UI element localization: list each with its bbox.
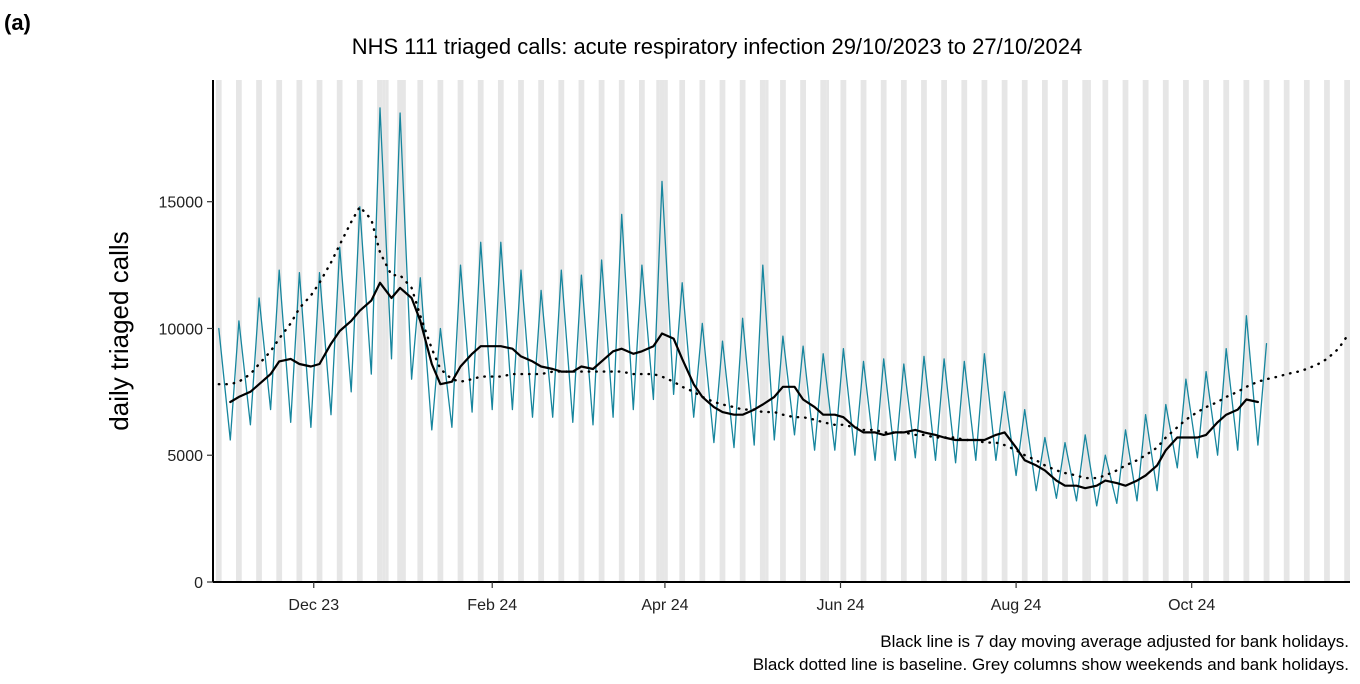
shaded-column — [941, 80, 948, 582]
panel-label: (a) — [4, 10, 31, 35]
y-tick-label: 5000 — [167, 448, 203, 465]
shaded-column — [800, 80, 806, 582]
footnote: Black line is 7 day moving average adjus… — [880, 632, 1349, 651]
chart-title: NHS 111 triaged calls: acute respiratory… — [352, 34, 1083, 59]
shaded-column — [316, 80, 323, 582]
shaded-column — [860, 80, 867, 582]
shaded-column — [1082, 80, 1089, 582]
shaded-column — [618, 80, 625, 582]
x-tick-label: Feb 24 — [467, 597, 517, 614]
shaded-column — [1263, 80, 1270, 582]
shaded-column — [759, 80, 766, 582]
line-layer — [217, 107, 1349, 507]
shaded-column — [1303, 80, 1310, 582]
shaded-column — [518, 80, 524, 582]
footnote: Black dotted line is baseline. Grey colu… — [753, 655, 1349, 674]
y-tick-label: 10000 — [159, 321, 204, 338]
shaded-column — [1102, 80, 1109, 582]
shaded-column — [457, 80, 464, 582]
x-tick-label: Aug 24 — [991, 597, 1042, 614]
x-tick-label: Jun 24 — [816, 597, 864, 614]
shaded-column — [659, 80, 665, 582]
shaded-column — [538, 80, 545, 582]
shaded-column — [656, 80, 660, 582]
shaded-column — [739, 80, 746, 582]
shaded-column — [1223, 80, 1230, 582]
shaded-column — [382, 80, 386, 582]
shaded-column — [900, 80, 907, 582]
axes-layer: 0 5000 10000 15000 Dec 23 Feb 24 Apr 24 Jun 24 A… — [159, 80, 1350, 614]
shaded-column — [497, 80, 504, 582]
shaded-column — [598, 80, 605, 582]
shaded-column — [397, 80, 403, 582]
shaded-column — [664, 80, 668, 582]
shaded-column — [1142, 80, 1149, 582]
y-axis-label: daily triaged calls — [104, 231, 134, 430]
shaded-column — [981, 80, 988, 582]
shaded-column — [402, 80, 406, 582]
shaded-column — [276, 80, 283, 582]
shaded-column — [840, 80, 847, 582]
shaded-column — [639, 80, 645, 582]
shaded-column — [719, 80, 726, 582]
shaded-column — [921, 80, 927, 582]
series-line — [229, 281, 1259, 490]
shaded-column — [477, 80, 484, 582]
series-line — [218, 107, 1268, 507]
x-tick-label: Apr 24 — [641, 597, 688, 614]
shaded-column — [1243, 80, 1250, 582]
y-tick-label: 15000 — [159, 195, 204, 212]
shaded-column — [1183, 80, 1189, 582]
shaded-column — [1042, 80, 1048, 582]
shaded-column — [236, 80, 242, 582]
shaded-column — [417, 80, 424, 582]
y-tick-label: 0 — [194, 575, 203, 592]
shaded-column — [1203, 80, 1209, 582]
shaded-column — [578, 80, 585, 582]
shaded-column — [1001, 80, 1008, 582]
x-tick-label: Dec 23 — [288, 597, 339, 614]
shaded-column — [1021, 80, 1028, 582]
shaded-column — [385, 80, 389, 582]
shaded-column — [1122, 80, 1129, 582]
shaded-column — [1324, 80, 1330, 582]
shaded-column — [880, 80, 887, 582]
shading-layer — [215, 80, 1350, 582]
shaded-column — [699, 80, 706, 582]
series-line — [217, 205, 1349, 480]
shaded-column — [820, 80, 827, 582]
shaded-column — [780, 80, 786, 582]
shaded-column — [356, 80, 363, 582]
shaded-column — [296, 80, 303, 582]
shaded-column — [1344, 80, 1350, 582]
shaded-column — [826, 80, 829, 582]
shaded-column — [377, 80, 383, 582]
shaded-column — [1062, 80, 1068, 582]
shaded-column — [1162, 80, 1169, 582]
x-tick-label: Oct 24 — [1168, 597, 1215, 614]
shaded-column — [961, 80, 968, 582]
shaded-column — [1283, 80, 1290, 582]
shaded-column — [679, 80, 686, 582]
shaded-column — [558, 80, 565, 582]
shaded-column — [1088, 80, 1091, 582]
shaded-column — [256, 80, 262, 582]
